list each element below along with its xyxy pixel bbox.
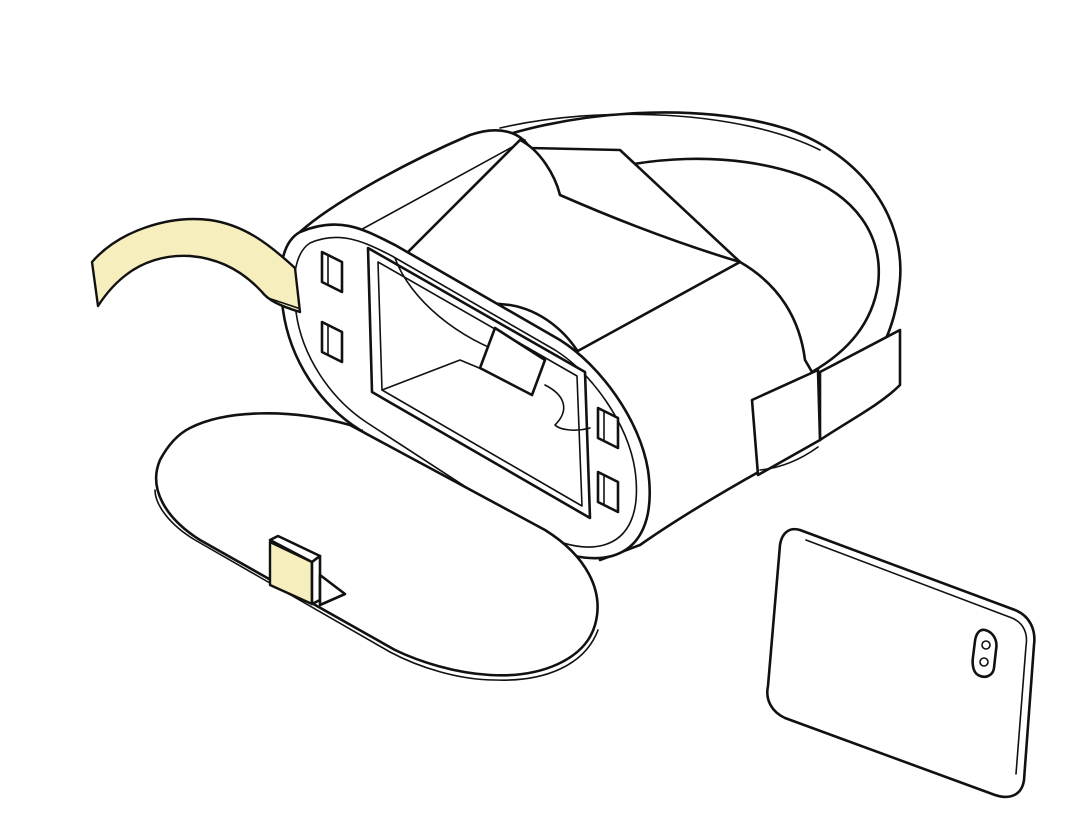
vr-headset-icon	[279, 129, 822, 562]
front-cover-icon	[154, 412, 599, 681]
adhesive-tape-icon	[90, 217, 302, 314]
phone-stand-icon	[268, 534, 347, 607]
magnet-pad-icon	[320, 250, 620, 514]
smartphone-icon	[766, 527, 1036, 799]
camera-lens-icon	[971, 628, 998, 679]
